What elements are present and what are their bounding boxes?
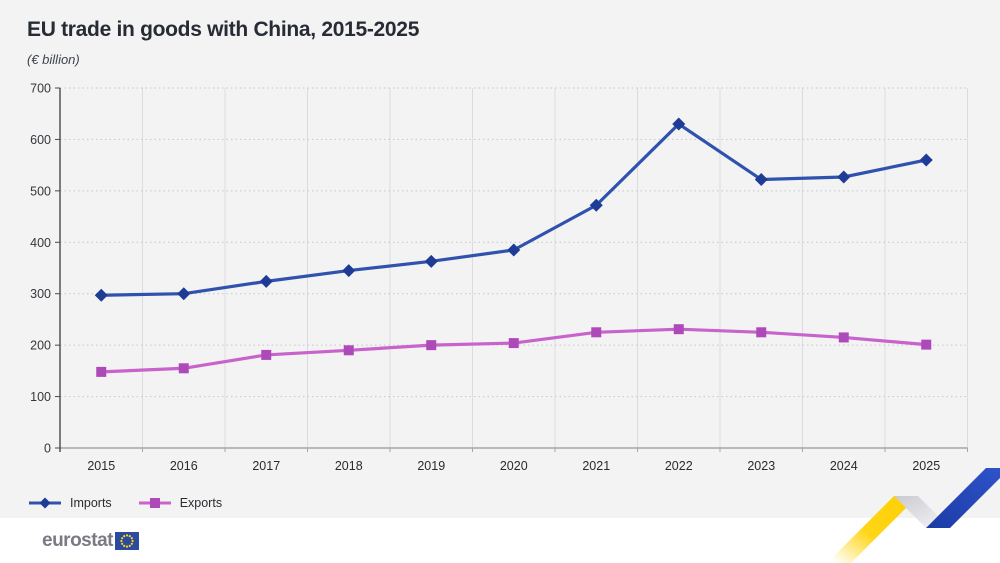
exports-data-point [838,332,849,343]
eu-flag-star [120,539,123,543]
eu-flag-star [125,534,129,537]
x-tick-label: 2025 [912,459,940,473]
eu-flag-star [121,537,124,540]
y-tick-label: 200 [30,339,51,353]
imports-data-point [589,198,603,212]
imports-data-point [837,170,851,184]
legend-item-exports: Exports [138,496,222,510]
x-tick-label: 2021 [582,459,610,473]
eu-flag-star [130,542,133,545]
y-tick-label: 500 [30,184,51,198]
x-tick-label: 2023 [747,459,775,473]
imports-data-point [94,288,108,302]
eu-flag-star [123,544,126,547]
ribbon-blue-stripe [926,468,1000,528]
imports-data-point [177,287,191,301]
x-tick-label: 2015 [87,459,115,473]
x-tick-label: 2018 [335,459,363,473]
chart-panel [0,0,1000,518]
imports-data-point [507,243,521,257]
legend-item-imports: Imports [28,496,112,510]
eu-flag-star [131,539,134,543]
x-tick-label: 2019 [417,459,445,473]
eu-flag-star [125,545,129,548]
y-tick-label: 300 [30,287,51,301]
y-tick-label: 400 [30,236,51,250]
y-tick-label: 700 [30,82,51,96]
imports-data-point [342,264,356,278]
eu-flag-star [121,542,124,545]
y-tick-label: 100 [30,390,51,404]
eurostat-logo-text: eurostat [42,530,113,551]
page-title: EU trade in goods with China, 2015-2025 [27,18,420,41]
imports-data-point [754,173,768,187]
eurostat-ribbon-decoration [830,468,1000,563]
eu-flag-star [128,544,131,547]
chart-legend: Imports Exports [28,496,222,510]
exports-data-point [508,338,519,349]
ribbon-yellow-stripe [830,496,918,563]
x-tick-label: 2016 [170,459,198,473]
exports-data-point [343,345,354,356]
x-tick-label: 2020 [500,459,528,473]
exports-swatch-icon [138,498,171,508]
chart-subtitle: (€ billion) [27,52,80,67]
x-tick-label: 2022 [665,459,693,473]
eu-flag-star [128,535,131,538]
x-tick-label: 2017 [252,459,280,473]
y-tick-label: 600 [30,133,51,147]
trade-line-chart: 0 100 200 300 400 500 600 700 2015 2016 2017 2018 20… [30,82,968,473]
x-tick-label: 2024 [830,459,858,473]
legend-label-imports: Imports [70,496,112,510]
exports-data-point [591,327,602,338]
imports-data-point [424,254,438,268]
exports-data-point [673,324,684,335]
exports-data-point [96,366,107,377]
exports-data-point [178,363,189,374]
eu-flag-star [130,537,133,540]
imports-data-point [672,117,686,131]
imports-data-point [259,274,273,288]
eu-flag-icon [114,532,139,550]
eurostat-logo: eurostat [42,530,139,552]
exports-data-point [426,340,437,351]
exports-data-point [756,327,767,338]
imports-data-point [919,153,933,167]
y-tick-label: 0 [44,442,51,456]
legend-label-exports: Exports [179,496,223,510]
eu-flag-star [123,535,126,538]
imports-swatch-icon [29,497,61,509]
exports-data-point [921,339,932,350]
exports-data-point [261,349,272,360]
